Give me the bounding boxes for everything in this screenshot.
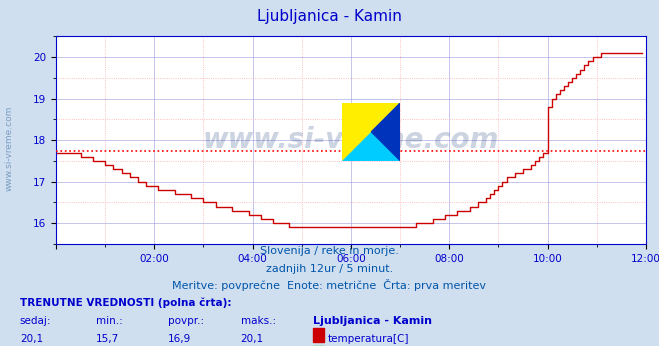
Text: Slovenija / reke in morje.: Slovenija / reke in morje. bbox=[260, 246, 399, 256]
Text: 16,9: 16,9 bbox=[168, 334, 191, 344]
Text: temperatura[C]: temperatura[C] bbox=[328, 334, 409, 344]
Text: Ljubljanica - Kamin: Ljubljanica - Kamin bbox=[257, 9, 402, 24]
Text: 20,1: 20,1 bbox=[241, 334, 264, 344]
Text: 15,7: 15,7 bbox=[96, 334, 119, 344]
Text: TRENUTNE VREDNOSTI (polna črta):: TRENUTNE VREDNOSTI (polna črta): bbox=[20, 298, 231, 308]
Text: www.si-vreme.com: www.si-vreme.com bbox=[5, 106, 14, 191]
Polygon shape bbox=[372, 103, 401, 161]
Text: maks.:: maks.: bbox=[241, 316, 275, 326]
Text: 20,1: 20,1 bbox=[20, 334, 43, 344]
Text: povpr.:: povpr.: bbox=[168, 316, 204, 326]
Text: min.:: min.: bbox=[96, 316, 123, 326]
Polygon shape bbox=[342, 103, 401, 161]
Text: www.si-vreme.com: www.si-vreme.com bbox=[203, 126, 499, 154]
Text: zadnjih 12ur / 5 minut.: zadnjih 12ur / 5 minut. bbox=[266, 264, 393, 274]
Polygon shape bbox=[342, 103, 401, 161]
Text: Ljubljanica - Kamin: Ljubljanica - Kamin bbox=[313, 316, 432, 326]
Text: Meritve: povprečne  Enote: metrične  Črta: prva meritev: Meritve: povprečne Enote: metrične Črta:… bbox=[173, 279, 486, 291]
Text: sedaj:: sedaj: bbox=[20, 316, 51, 326]
